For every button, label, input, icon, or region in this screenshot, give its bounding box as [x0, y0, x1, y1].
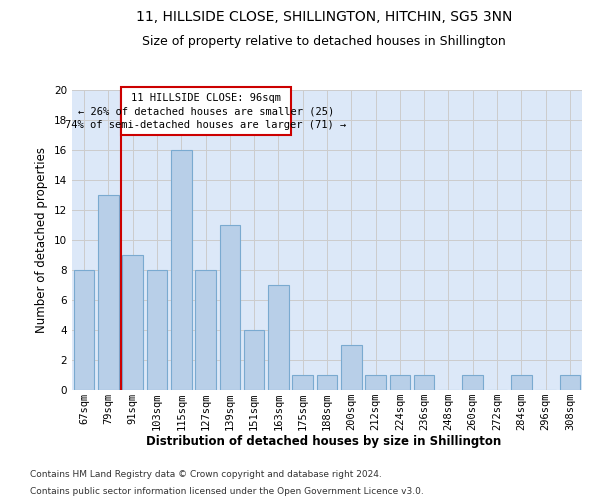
Bar	[244, 330, 265, 390]
Text: Contains HM Land Registry data © Crown copyright and database right 2024.: Contains HM Land Registry data © Crown c…	[30, 470, 382, 479]
Bar	[74, 270, 94, 390]
Bar	[146, 270, 167, 390]
FancyBboxPatch shape	[121, 87, 290, 135]
Bar	[220, 225, 240, 390]
Text: Contains public sector information licensed under the Open Government Licence v3: Contains public sector information licen…	[30, 488, 424, 496]
Bar	[122, 255, 143, 390]
Y-axis label: Number of detached properties: Number of detached properties	[35, 147, 49, 333]
Bar	[195, 270, 216, 390]
Bar	[292, 375, 313, 390]
Text: 11 HILLSIDE CLOSE: 96sqm: 11 HILLSIDE CLOSE: 96sqm	[131, 93, 281, 104]
Text: 11, HILLSIDE CLOSE, SHILLINGTON, HITCHIN, SG5 3NN: 11, HILLSIDE CLOSE, SHILLINGTON, HITCHIN…	[136, 10, 512, 24]
Bar	[341, 345, 362, 390]
Bar	[560, 375, 580, 390]
Bar	[511, 375, 532, 390]
Bar	[463, 375, 483, 390]
Bar	[414, 375, 434, 390]
Bar	[365, 375, 386, 390]
Bar	[98, 195, 119, 390]
Text: 74% of semi-detached houses are larger (71) →: 74% of semi-detached houses are larger (…	[65, 120, 346, 130]
Bar	[268, 285, 289, 390]
Bar	[171, 150, 191, 390]
Bar	[317, 375, 337, 390]
Text: Distribution of detached houses by size in Shillington: Distribution of detached houses by size …	[146, 435, 502, 448]
Text: Size of property relative to detached houses in Shillington: Size of property relative to detached ho…	[142, 35, 506, 48]
Bar	[389, 375, 410, 390]
Text: ← 26% of detached houses are smaller (25): ← 26% of detached houses are smaller (25…	[77, 107, 334, 117]
